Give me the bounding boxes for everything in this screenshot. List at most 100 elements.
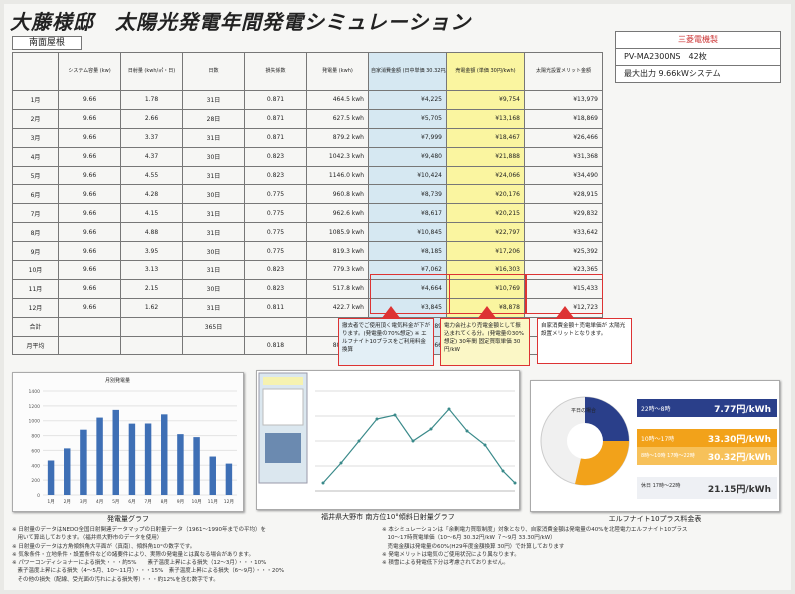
table-cell: 1月	[12, 90, 59, 110]
table-cell: 31日	[182, 297, 245, 318]
x-tick-label: 1月	[47, 499, 54, 505]
y-tick-label: 200	[31, 478, 40, 484]
table-cell: ¥18,467	[446, 127, 525, 148]
simulation-table: システム容量 (kw) 日射量 (kwh/㎡・日) 日数 損失係数 発電量 (kwh) 自…	[12, 52, 603, 356]
table-cell: 9.66	[58, 278, 121, 299]
table-row: 9月 9.66 3.95 30日 0.775 819.3 kwh ¥8,185 ¥17,206…	[12, 241, 603, 262]
bar	[225, 463, 233, 495]
table-row: 1月 9.66 1.78 31日 0.871 464.5 kwh ¥4,225 ¥9,754 ¥…	[12, 90, 603, 110]
callout-arrow-2	[478, 306, 496, 318]
x-tick-label: 3月	[80, 499, 87, 505]
table-cell: ¥18,869	[524, 108, 603, 129]
rate-peak-price: 33.30円/kWh	[707, 435, 771, 445]
rate-night: 22時〜8時 7.77円/kWh	[637, 399, 777, 417]
table-cell: 31日	[182, 127, 245, 148]
table-cell: 4.15	[120, 203, 183, 224]
table-cell: ¥20,215	[446, 203, 525, 224]
table-cell: 9.66	[58, 165, 121, 186]
x-tick-label: 2月	[64, 499, 71, 505]
table-cell: ¥26,466	[524, 127, 603, 148]
table-cell: 464.5 kwh	[306, 90, 369, 110]
table-cell: ¥17,206	[446, 241, 525, 262]
table-cell: 9.66	[58, 127, 121, 148]
table-cell: 2.66	[120, 108, 183, 129]
table-cell: 4.28	[120, 184, 183, 205]
table-cell: 2月	[12, 108, 59, 129]
table-cell: ¥8,185	[368, 241, 447, 262]
table-row: 3月 9.66 3.37 31日 0.871 879.2 kwh ¥7,999 ¥18,467…	[12, 127, 603, 148]
table-cell: ¥8,739	[368, 184, 447, 205]
table-cell: 6月	[12, 184, 59, 205]
x-tick-label: 7月	[144, 499, 151, 505]
table-row: 2月 9.66 2.66 28日 0.871 627.5 kwh ¥5,705 ¥13,168…	[12, 108, 603, 129]
note-line: 用いて算出しております。（福井県大野市のデータを使用）	[12, 535, 163, 542]
table-cell	[120, 316, 183, 337]
page-title: 大藤様邸 太陽光発電年間発電シミュレーション	[10, 10, 472, 34]
table-cell: ¥33,642	[524, 222, 603, 243]
table-cell: 9.66	[58, 203, 121, 224]
table-cell	[244, 316, 307, 337]
table-cell: 0.818	[244, 335, 307, 356]
table-row: 12月 9.66 1.62 31日 0.811 422.7 kwh ¥3,845 ¥8,878…	[12, 297, 603, 318]
table-cell: 28日	[182, 108, 245, 129]
table-cell: 9.66	[58, 90, 121, 110]
table-cell: 9.66	[58, 222, 121, 243]
callout-merit: 自家消費金額＋売電単価が 太陽光設置メリットとなります。	[537, 318, 632, 364]
table-cell: 5月	[12, 165, 59, 186]
chart-caption: 発電量グラフ	[107, 515, 149, 523]
table-cell: 3.13	[120, 260, 183, 280]
table-cell: 合計	[12, 316, 59, 337]
note-line: ※ 積雪による発電低下分は考慮されておりません。	[382, 560, 509, 567]
table-cell	[58, 335, 121, 356]
notes-left: ※ 日射量のデータはNEDO全国日射関連データマップの日射量データ（1961〜1…	[12, 526, 374, 584]
bar	[144, 423, 152, 495]
table-row: 8月 9.66 4.88 31日 0.775 1085.9 kwh ¥10,845 ¥22,7…	[12, 222, 603, 243]
table-cell: 11月	[12, 278, 59, 299]
y-tick-label: 0	[37, 493, 40, 499]
rate-day: 8時〜10時 17時〜22時 30.32円/kWh	[637, 447, 777, 465]
bar	[112, 409, 119, 495]
col-header-7: 売電金額 (単価 30円/kwh)	[446, 52, 525, 91]
x-tick-label: 12月	[224, 499, 234, 505]
table-cell: 962.6 kwh	[306, 203, 369, 224]
note-line: ※ 本シミュレーションは「余剰電力買取制度」対象となり、自家消費金額は発電量の4…	[382, 527, 688, 533]
x-tick-label: 5月	[112, 499, 119, 505]
table-cell: ¥10,845	[368, 222, 447, 243]
table-cell: 0.823	[244, 165, 307, 186]
irradiation-caption: 福井県大野市 南方位10°傾斜日射量グラフ	[321, 513, 455, 521]
col-header-1: システム容量 (kw)	[58, 52, 121, 91]
table-cell: 0.775	[244, 222, 307, 243]
table-cell: ¥7,999	[368, 127, 447, 148]
bar	[193, 437, 200, 495]
table-cell: ¥8,617	[368, 203, 447, 224]
table-cell: ¥31,368	[524, 146, 603, 167]
col-header-2: 日射量 (kwh/㎡・日)	[120, 52, 183, 91]
note-line: 10〜17時買電単価（10〜6月 30.32円/kW ７〜9月 33.30円/k…	[382, 535, 556, 542]
table-cell: 31日	[182, 90, 245, 110]
table-cell: 月平均	[12, 335, 59, 356]
rate-night-time: 22時〜8時	[641, 406, 671, 413]
table-cell: ¥28,915	[524, 184, 603, 205]
table-cell: 0.823	[244, 146, 307, 167]
note-line: ※ 気象条件・立地条件・設置条件などの諸要件により、実際の発電量とは異なる場合が…	[12, 551, 254, 558]
table-cell: ¥13,168	[446, 108, 525, 129]
table-cell: ¥9,754	[446, 90, 525, 110]
table-cell: 30日	[182, 184, 245, 205]
table-row: 7月 9.66 4.15 31日 0.775 962.6 kwh ¥8,617 ¥20,215…	[12, 203, 603, 224]
bar	[209, 456, 216, 495]
table-cell: 0.775	[244, 203, 307, 224]
col-header-6: 自家消費金額 (日中単価 30.32円/kwh 夜間 21.15円/kwh)	[368, 52, 447, 91]
col-header-3: 日数	[182, 52, 245, 91]
table-cell: ¥4,225	[368, 90, 447, 110]
rate-center-label: 平日の場合	[571, 408, 597, 414]
y-tick-label: 600	[31, 448, 40, 454]
table-cell: 3月	[12, 127, 59, 148]
table-cell: 422.7 kwh	[306, 297, 369, 318]
table-cell: 4.55	[120, 165, 183, 186]
table-cell: 30日	[182, 146, 245, 167]
table-cell: 31日	[182, 222, 245, 243]
note-line: 売電金額は発電量の60%(H29年度金額換算 30円）で計算しております	[382, 543, 565, 550]
y-tick-label: 1000	[29, 419, 41, 425]
table-row: 6月 9.66 4.28 30日 0.775 960.8 kwh ¥8,739 ¥20,176…	[12, 184, 603, 205]
table-cell: 9.66	[58, 241, 121, 262]
